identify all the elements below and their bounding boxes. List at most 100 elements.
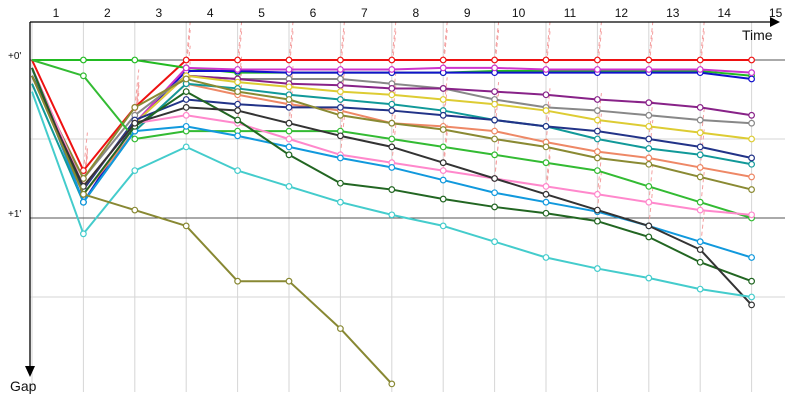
data-point — [234, 107, 242, 114]
data-point — [542, 122, 550, 130]
data-point — [439, 96, 447, 103]
data-point — [748, 277, 755, 285]
data-point — [748, 111, 755, 119]
data-point — [234, 132, 242, 140]
step-connector — [442, 21, 448, 61]
y-tick-label: +1' — [8, 209, 21, 220]
step-connector — [442, 88, 448, 127]
step-connector — [545, 148, 551, 187]
data-point — [234, 100, 242, 108]
step-connector — [339, 97, 345, 136]
step-connector — [596, 21, 602, 61]
data-point — [748, 119, 755, 127]
data-point — [696, 56, 704, 64]
grid-layer — [30, 22, 785, 392]
data-point — [182, 222, 190, 230]
data-point — [748, 160, 755, 168]
data-point — [439, 167, 447, 175]
x-tick-label: 6 — [310, 6, 317, 20]
data-point — [696, 206, 704, 214]
data-point — [337, 154, 344, 162]
data-point — [594, 167, 601, 175]
data-point — [748, 254, 755, 261]
data-point — [337, 179, 344, 187]
step-connector — [699, 108, 705, 147]
step-connector — [391, 72, 397, 111]
data-point — [491, 56, 499, 64]
step-connector — [339, 21, 345, 61]
data-point — [182, 96, 190, 103]
data-point — [439, 176, 447, 184]
data-point — [79, 230, 87, 238]
step-connector — [339, 31, 345, 70]
step-connector — [391, 21, 397, 61]
data-point — [491, 238, 499, 246]
step-connector — [494, 81, 500, 121]
data-point — [594, 66, 601, 73]
x-axis-arrow-icon — [770, 17, 780, 27]
data-point — [131, 206, 139, 214]
step-connector — [339, 116, 345, 155]
data-point — [748, 211, 755, 219]
data-point — [645, 99, 653, 107]
step-connector — [237, 31, 243, 70]
data-point — [337, 132, 344, 140]
data-point — [645, 160, 653, 168]
step-connector — [699, 21, 705, 61]
data-point — [234, 277, 242, 285]
data-point — [388, 107, 396, 114]
data-point — [696, 129, 704, 137]
x-tick-label: 5 — [258, 6, 265, 20]
data-point — [234, 116, 242, 124]
data-point — [594, 127, 601, 135]
axis-layer: Time Gap — [10, 17, 780, 394]
data-point — [285, 143, 293, 151]
y-axis-arrow-icon — [25, 366, 35, 377]
x-tick-label: 12 — [615, 6, 629, 20]
step-connector — [134, 81, 140, 121]
step-connector — [648, 21, 654, 61]
data-point — [388, 56, 396, 64]
data-point — [594, 265, 601, 272]
data-point — [748, 301, 755, 309]
data-point — [696, 198, 704, 206]
step-connector — [134, 69, 140, 108]
data-point — [594, 56, 601, 64]
step-connector — [494, 29, 500, 68]
data-point — [285, 182, 293, 190]
data-point — [542, 107, 550, 114]
data-point — [594, 217, 601, 225]
data-point — [131, 119, 139, 127]
data-point — [388, 135, 396, 143]
data-point — [182, 111, 190, 119]
step-connector — [648, 187, 654, 226]
step-connector — [288, 31, 294, 70]
data-point — [594, 96, 601, 103]
series-line — [31, 75, 393, 385]
data-point — [696, 143, 704, 151]
data-point — [696, 164, 704, 171]
data-point — [337, 103, 344, 111]
data-point — [748, 293, 755, 301]
data-point — [645, 222, 653, 230]
data-point — [337, 56, 344, 64]
data-point — [594, 148, 601, 156]
x-tick-label: 1 — [53, 6, 60, 20]
data-point — [696, 238, 704, 246]
step-connector — [391, 85, 397, 124]
step-connector — [699, 31, 705, 70]
data-point — [696, 285, 704, 293]
data-point — [439, 111, 447, 119]
data-point — [182, 64, 190, 72]
step-connector — [339, 69, 345, 108]
data-point — [491, 116, 499, 124]
step-connector — [494, 140, 500, 179]
step-connector — [391, 108, 397, 147]
data-point — [234, 78, 242, 86]
data-point — [491, 175, 499, 182]
x-tick-label: 7 — [361, 6, 368, 20]
data-point — [645, 182, 653, 190]
data-point — [337, 198, 344, 206]
data-point — [491, 203, 499, 211]
data-point — [285, 66, 293, 73]
